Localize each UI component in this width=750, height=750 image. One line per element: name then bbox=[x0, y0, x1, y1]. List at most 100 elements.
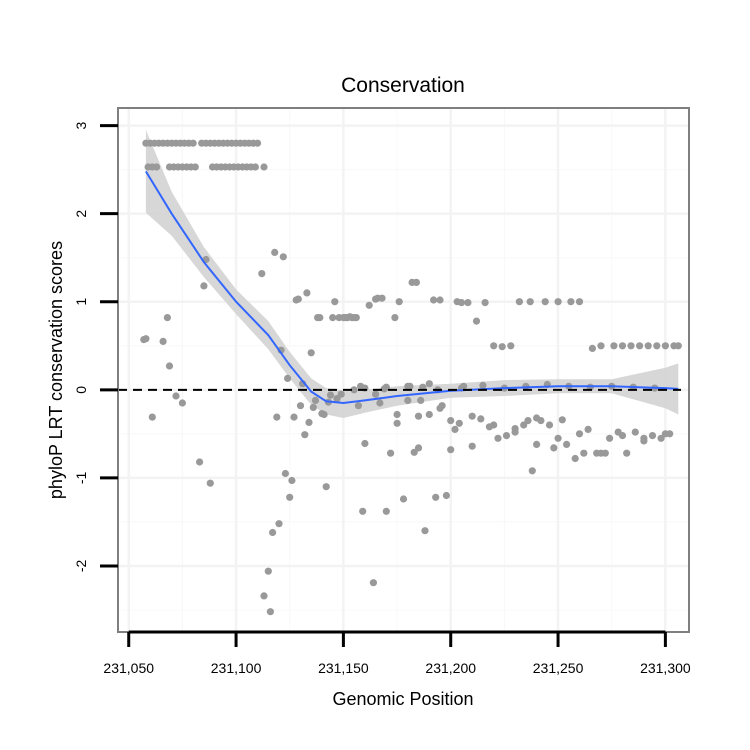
y-tick-label: 3 bbox=[73, 121, 89, 129]
data-point bbox=[414, 444, 423, 452]
data-point bbox=[322, 483, 330, 491]
data-point bbox=[623, 449, 631, 457]
x-tick-label: 231,050 bbox=[103, 660, 154, 676]
data-point bbox=[520, 421, 528, 429]
data-point bbox=[165, 362, 174, 370]
data-point bbox=[163, 314, 171, 322]
data-point bbox=[395, 298, 403, 306]
data-point bbox=[307, 349, 315, 357]
data-point bbox=[528, 467, 536, 475]
data-point bbox=[554, 298, 562, 306]
data-point bbox=[273, 413, 281, 421]
data-point bbox=[425, 380, 433, 388]
data-point bbox=[178, 399, 186, 407]
data-point bbox=[451, 425, 459, 433]
confidence-band bbox=[145, 130, 679, 418]
data-point bbox=[320, 410, 328, 419]
data-point bbox=[290, 413, 298, 421]
data-point bbox=[361, 439, 369, 448]
data-point bbox=[294, 295, 302, 303]
data-point bbox=[359, 507, 367, 515]
data-point bbox=[266, 608, 274, 616]
data-point bbox=[393, 419, 401, 427]
data-point bbox=[479, 381, 487, 389]
data-point bbox=[430, 296, 438, 304]
data-point bbox=[142, 335, 150, 343]
data-point bbox=[526, 298, 534, 306]
data-point bbox=[191, 163, 199, 171]
data-point bbox=[284, 374, 292, 382]
data-point bbox=[264, 567, 272, 575]
data-point bbox=[541, 298, 549, 306]
data-point bbox=[260, 163, 268, 171]
data-point bbox=[653, 342, 661, 350]
data-point bbox=[288, 476, 296, 485]
data-point bbox=[286, 493, 294, 501]
data-point bbox=[657, 434, 665, 442]
y-tick-label: -2 bbox=[73, 559, 89, 572]
data-point bbox=[511, 425, 519, 433]
data-point bbox=[399, 495, 408, 503]
data-point bbox=[410, 448, 418, 456]
data-point bbox=[515, 298, 524, 306]
data-point bbox=[391, 314, 399, 322]
data-point bbox=[279, 253, 287, 261]
data-point bbox=[597, 342, 605, 350]
data-point bbox=[490, 421, 498, 429]
smooth-line bbox=[145, 170, 679, 405]
data-point bbox=[618, 342, 627, 350]
data-point bbox=[172, 392, 180, 400]
data-point bbox=[159, 337, 167, 345]
data-point bbox=[571, 454, 579, 463]
x-axis-title: Genomic Position bbox=[332, 689, 473, 709]
data-point bbox=[457, 299, 466, 307]
data-point bbox=[331, 298, 339, 306]
data-point bbox=[455, 419, 463, 427]
data-point bbox=[258, 270, 266, 278]
data-point bbox=[281, 469, 289, 478]
data-point bbox=[606, 434, 614, 442]
data-point bbox=[404, 382, 412, 390]
data-point bbox=[350, 386, 358, 394]
data-point bbox=[631, 428, 639, 436]
data-point bbox=[372, 390, 380, 398]
x-tick-label: 231,100 bbox=[211, 660, 262, 676]
data-point bbox=[447, 446, 455, 454]
x-tick-label: 231,200 bbox=[425, 660, 476, 676]
data-point bbox=[636, 342, 644, 350]
plot-area: 231,050 231,100 231,150 231,200 231,250 231,3… bbox=[73, 107, 691, 676]
data-point bbox=[640, 437, 648, 445]
x-tick-label: 231,300 bbox=[640, 660, 691, 676]
data-point bbox=[432, 493, 440, 501]
data-point bbox=[309, 403, 317, 411]
data-point bbox=[311, 396, 320, 404]
data-point bbox=[545, 421, 554, 429]
panel-border bbox=[117, 107, 690, 633]
data-point bbox=[502, 432, 511, 440]
data-point bbox=[507, 342, 515, 350]
data-point bbox=[468, 412, 476, 420]
data-point bbox=[498, 343, 506, 351]
data-point bbox=[301, 431, 309, 439]
data-point bbox=[661, 342, 670, 350]
data-point bbox=[580, 449, 588, 457]
y-tick-label: -1 bbox=[73, 471, 89, 484]
data-point bbox=[644, 342, 652, 350]
data-point bbox=[533, 414, 541, 422]
data-point bbox=[575, 298, 584, 306]
data-point bbox=[464, 299, 472, 307]
data-points bbox=[140, 139, 682, 616]
chart-title: Conservation bbox=[341, 74, 465, 97]
data-point bbox=[303, 289, 311, 297]
data-point bbox=[326, 391, 335, 399]
data-point bbox=[148, 413, 156, 421]
data-point bbox=[153, 163, 161, 171]
data-point bbox=[447, 417, 455, 425]
data-point bbox=[251, 163, 259, 171]
data-point bbox=[316, 314, 324, 322]
data-point bbox=[296, 402, 305, 410]
data-point bbox=[417, 396, 425, 404]
data-point bbox=[494, 434, 502, 442]
data-point bbox=[627, 342, 635, 350]
data-point bbox=[468, 442, 476, 450]
